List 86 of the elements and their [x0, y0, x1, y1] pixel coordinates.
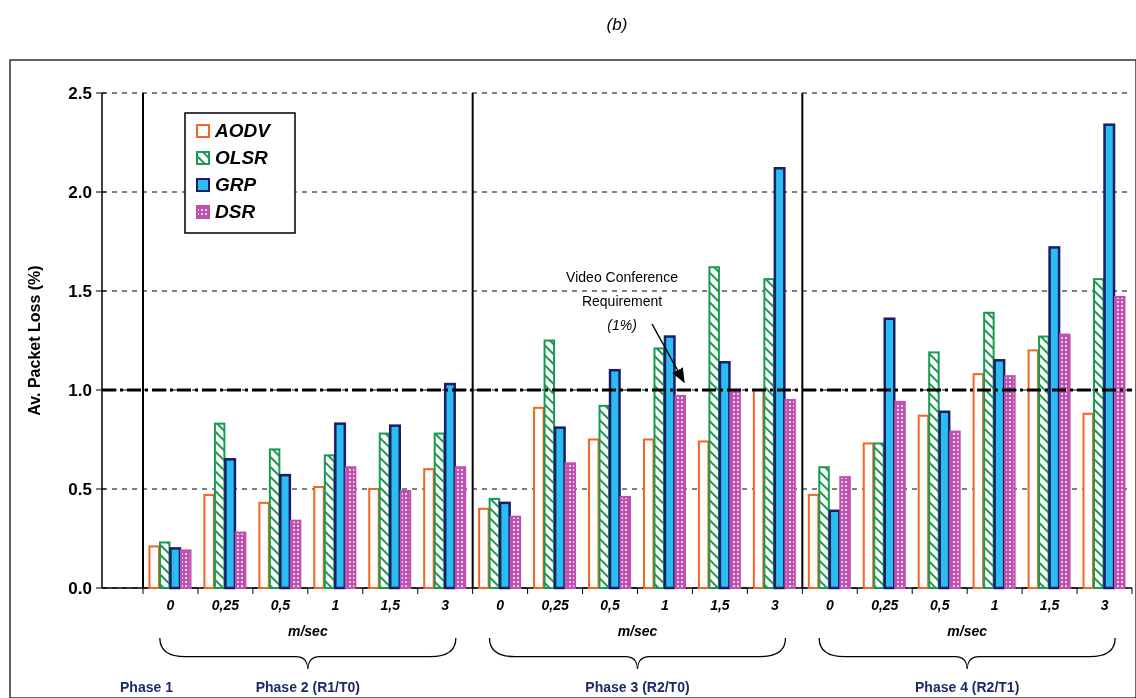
bar [938, 410, 951, 590]
text: Phase 4 (R2/T1) [915, 679, 1020, 695]
text: Phase 3 (R2/T0) [585, 679, 690, 695]
bar [1048, 246, 1061, 590]
bar [1114, 295, 1126, 589]
bar [478, 507, 490, 589]
bar [509, 515, 522, 589]
legend-label: GRP [215, 174, 257, 195]
x-tick-label: 1 [331, 597, 340, 613]
bar [344, 466, 357, 589]
y-tick-label: 2.5 [68, 83, 92, 103]
bar [279, 473, 292, 590]
y-tick-label: 1.5 [68, 281, 92, 301]
x-tick-label: 0,25 [541, 597, 569, 613]
x-tick-label: 1,5 [710, 597, 730, 613]
bar [1103, 123, 1116, 590]
legend-label: DSR [215, 201, 256, 222]
bar [608, 368, 621, 590]
bar [399, 489, 412, 589]
x-tick-label: 3 [1100, 597, 1109, 613]
x-tick-label: 0,5 [270, 597, 291, 613]
text: m/sec [617, 623, 658, 639]
bar [258, 501, 270, 589]
bar [949, 430, 961, 589]
text: m/sec [947, 623, 988, 639]
bar [313, 486, 325, 589]
bar [498, 501, 511, 590]
legend-label: OLSR [215, 147, 269, 168]
bar [928, 351, 940, 589]
text: m/sec [287, 623, 328, 639]
bar [839, 476, 851, 589]
x-tick-label: 1 [661, 597, 670, 613]
y-tick-label: 0.0 [68, 578, 92, 598]
x-tick-label: 0,5 [929, 597, 950, 613]
bar [334, 422, 347, 590]
bar [148, 545, 160, 589]
chart-title: (b) [606, 15, 628, 34]
bar [1004, 375, 1016, 589]
y-tick-label: 1.0 [68, 380, 92, 400]
y-tick-label: 0.5 [68, 479, 92, 499]
x-tick-label: 3 [441, 597, 450, 613]
x-tick-label: 1,5 [380, 597, 401, 613]
x-tick-label: 0 [496, 597, 505, 613]
y-tick-label: 2.0 [68, 182, 92, 202]
bar [729, 389, 741, 589]
bar [619, 495, 632, 589]
bar [564, 462, 577, 589]
ref-line-label: Video Conference Requirement (1%) [566, 269, 679, 333]
bar [818, 466, 830, 589]
bar [203, 493, 215, 589]
x-tick-label: 1 [990, 597, 999, 613]
x-tick-label: 0,25 [871, 597, 899, 613]
x-tick-label: 0,25 [211, 597, 240, 613]
bar [454, 466, 467, 589]
legend-label: AODV [214, 120, 272, 141]
x-tick-label: 3 [770, 597, 779, 613]
bar [674, 394, 686, 589]
x-tick-label: 0 [825, 597, 834, 613]
bar [169, 547, 182, 590]
bar [234, 531, 247, 589]
bar [763, 278, 775, 589]
text: Phase 2 (R1/T0) [255, 679, 360, 695]
bar [588, 438, 600, 589]
bar [873, 442, 885, 589]
bar [533, 406, 545, 589]
bar [158, 541, 171, 589]
text: Phase 1 [120, 679, 174, 695]
bar [784, 398, 796, 589]
x-tick-label: 0 [166, 597, 175, 613]
bar [423, 468, 435, 589]
bar [894, 400, 906, 589]
x-tick-label: 1,5 [1039, 597, 1060, 613]
bar [773, 166, 786, 590]
bar [368, 488, 380, 589]
x-tick-label: 0,5 [600, 597, 620, 613]
y-axis-title: Av. Packet Loss (%) [26, 265, 43, 416]
bar [708, 266, 720, 589]
bar [389, 424, 401, 590]
bar [1059, 333, 1071, 589]
bar [179, 549, 192, 589]
bar [553, 426, 566, 590]
bar [443, 382, 456, 590]
bar [289, 519, 302, 589]
bar [224, 458, 237, 590]
bar [993, 359, 1006, 590]
bar [653, 347, 665, 589]
